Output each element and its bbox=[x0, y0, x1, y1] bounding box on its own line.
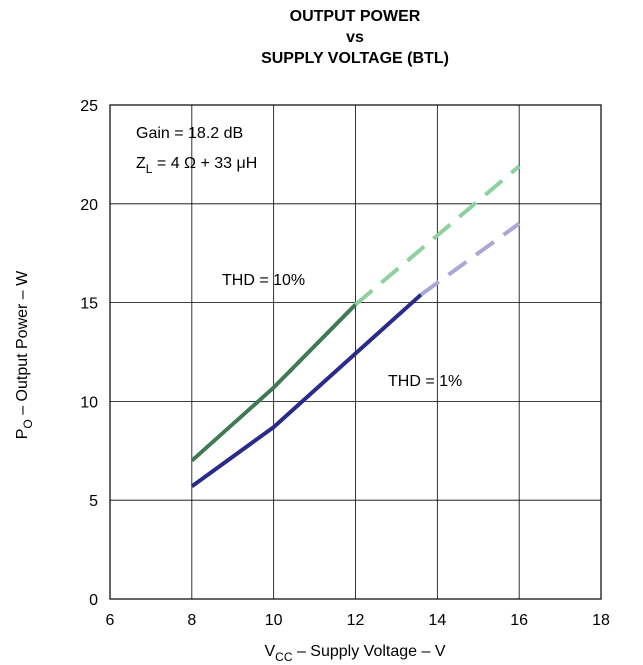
x-tick-label: 8 bbox=[187, 612, 196, 629]
x-tick-label: 10 bbox=[265, 612, 283, 629]
impedance-annotation: ZL = 4 Ω + 33 μH bbox=[136, 155, 257, 176]
tick-labels: 6 8 10 12 14 16 18 0 5 10 15 20 25 bbox=[80, 98, 610, 629]
y-tick-label: 25 bbox=[80, 98, 98, 115]
series-thd10-solid-line bbox=[190, 303, 357, 463]
title-line-2: vs bbox=[346, 29, 364, 46]
x-tick-label: 12 bbox=[347, 612, 365, 629]
series-thd1-solid-line bbox=[190, 293, 423, 488]
chart-title: OUTPUT POWER vs SUPPLY VOLTAGE (BTL) bbox=[110, 6, 600, 69]
series-thd10-dashed-line bbox=[354, 164, 521, 307]
x-tick-label: 16 bbox=[510, 612, 528, 629]
plot-frame bbox=[109, 104, 602, 600]
y-tick-label: 10 bbox=[80, 394, 98, 411]
title-line-1: OUTPUT POWER bbox=[289, 8, 421, 25]
y-tick-label: 15 bbox=[80, 296, 98, 313]
x-tick-label: 6 bbox=[106, 612, 115, 629]
thd1-label: THD = 1% bbox=[388, 373, 462, 390]
title-line-3: SUPPLY VOLTAGE (BTL) bbox=[261, 50, 449, 67]
y-axis-label: PO – Output Power – W bbox=[14, 270, 35, 439]
y-tick-label: 0 bbox=[89, 592, 98, 609]
x-tick-label: 18 bbox=[592, 612, 610, 629]
gain-annotation: Gain = 18.2 dB bbox=[136, 125, 243, 142]
x-tick-label: 14 bbox=[428, 612, 446, 629]
thd10-label: THD = 10% bbox=[222, 272, 305, 289]
y-tick-label: 5 bbox=[89, 493, 98, 510]
series-thd1-dashed-line bbox=[419, 221, 521, 297]
series-lines bbox=[190, 164, 521, 488]
y-tick-label: 20 bbox=[80, 197, 98, 214]
x-axis-label: VCC – Supply Voltage – V bbox=[264, 643, 445, 664]
